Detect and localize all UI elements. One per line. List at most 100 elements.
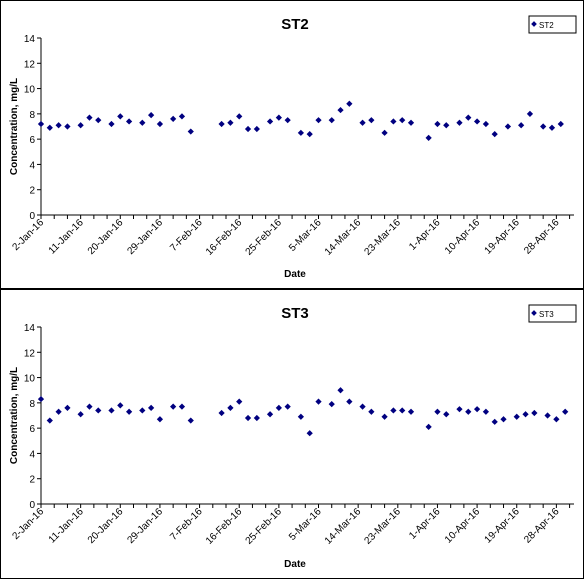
data-point bbox=[156, 120, 164, 128]
x-tick-label: 11-Jan-16 bbox=[47, 217, 86, 256]
x-tick-label: 25-Feb-16 bbox=[244, 506, 285, 547]
x-tick-label: 11-Jan-16 bbox=[47, 506, 86, 545]
legend-label: ST3 bbox=[539, 310, 554, 319]
data-point bbox=[434, 120, 441, 128]
data-point bbox=[346, 100, 353, 107]
data-point bbox=[473, 118, 481, 125]
data-point bbox=[86, 403, 93, 410]
data-point bbox=[77, 411, 84, 418]
x-tick-label: 23-Mar-16 bbox=[363, 506, 404, 547]
chart-st2: ST2 ST2 0 2 4 6 8 10 12 14 Concentration, mg/L 2-Ja… bbox=[9, 15, 577, 280]
y-tick-label: 10 bbox=[24, 374, 36, 385]
data-point bbox=[381, 413, 388, 420]
data-point bbox=[381, 129, 388, 136]
x-tick-label: 19-Apr-16 bbox=[483, 217, 523, 257]
x-tick-label: 19-Apr-16 bbox=[483, 506, 523, 546]
x-tick-label: 20-Jan-16 bbox=[86, 506, 126, 546]
legend-label: ST2 bbox=[539, 21, 554, 30]
x-tick-label: 20-Jan-16 bbox=[86, 217, 126, 257]
data-point bbox=[108, 120, 115, 128]
data-point bbox=[434, 408, 441, 415]
data-point bbox=[443, 411, 450, 418]
x-tick-label: 29-Jan-16 bbox=[125, 506, 165, 546]
data-point bbox=[284, 403, 291, 410]
data-point bbox=[306, 430, 313, 437]
x-tick-label: 23-Mar-16 bbox=[363, 217, 404, 258]
data-point bbox=[390, 407, 397, 414]
x-tick-label: 14-Mar-16 bbox=[323, 506, 364, 547]
x-tick-label: 2-Jan-16 bbox=[10, 217, 46, 253]
data-point bbox=[337, 106, 344, 114]
data-point bbox=[266, 411, 274, 418]
x-tick-label: 1-Apr-16 bbox=[407, 217, 443, 253]
data-point bbox=[328, 401, 335, 408]
data-point bbox=[77, 122, 84, 129]
series-st3 bbox=[37, 387, 569, 437]
data-point bbox=[156, 416, 164, 423]
data-point bbox=[359, 119, 366, 126]
x-tick-label: 28-Apr-16 bbox=[522, 506, 562, 546]
data-point bbox=[297, 129, 305, 136]
data-point bbox=[407, 408, 415, 415]
data-point bbox=[253, 414, 260, 422]
data-point bbox=[108, 407, 115, 414]
chart-title: ST2 bbox=[281, 16, 309, 33]
data-point bbox=[491, 130, 498, 138]
legend: ST2 bbox=[528, 15, 577, 34]
x-tick-label: 14-Mar-16 bbox=[323, 217, 364, 258]
data-point bbox=[337, 387, 344, 394]
data-point bbox=[443, 122, 450, 129]
data-point bbox=[562, 408, 569, 415]
data-point bbox=[328, 117, 335, 124]
data-point bbox=[518, 122, 525, 129]
data-point bbox=[244, 414, 252, 422]
x-tick-label: 25-Feb-16 bbox=[244, 217, 285, 258]
data-point bbox=[557, 120, 564, 128]
data-point bbox=[170, 115, 177, 123]
x-axis-label: Date bbox=[284, 269, 306, 280]
data-point bbox=[117, 113, 124, 120]
data-point bbox=[553, 416, 560, 423]
y-tick-label: 4 bbox=[29, 449, 35, 460]
data-point bbox=[55, 408, 62, 415]
data-point bbox=[227, 119, 234, 126]
legend: ST3 bbox=[528, 304, 577, 323]
data-point bbox=[236, 113, 243, 120]
y-tick-label: 12 bbox=[24, 348, 36, 359]
data-point bbox=[218, 409, 225, 417]
data-point bbox=[266, 118, 274, 125]
data-point bbox=[64, 123, 71, 130]
data-point bbox=[55, 122, 62, 129]
data-point bbox=[253, 125, 260, 133]
legend-box bbox=[528, 15, 577, 34]
chart-panel-st3: ST3 ST3 0 2 4 6 8 10 12 14 Concentration, mg/L 2-Ja… bbox=[0, 289, 584, 579]
data-point bbox=[244, 125, 252, 133]
data-point bbox=[148, 404, 155, 412]
data-point bbox=[139, 119, 146, 126]
data-point bbox=[482, 408, 490, 415]
y-tick-label: 2 bbox=[29, 475, 35, 486]
legend-marker bbox=[531, 310, 537, 316]
data-point bbox=[456, 406, 463, 413]
data-point bbox=[540, 123, 547, 130]
y-tick-label: 4 bbox=[29, 160, 35, 171]
data-point bbox=[227, 404, 234, 412]
x-tick-label: 5-Mar-16 bbox=[287, 506, 324, 543]
data-point bbox=[504, 123, 512, 130]
data-point bbox=[399, 407, 406, 414]
x-tick-label: 7-Feb-16 bbox=[168, 506, 205, 543]
data-point bbox=[346, 398, 353, 405]
data-point bbox=[531, 409, 538, 417]
data-point bbox=[407, 119, 415, 126]
data-point bbox=[117, 402, 124, 409]
x-tick-label: 29-Jan-16 bbox=[125, 217, 165, 257]
x-tick-label: 28-Apr-16 bbox=[522, 217, 562, 257]
data-point bbox=[500, 416, 507, 423]
x-tick-label: 10-Apr-16 bbox=[443, 217, 483, 257]
data-point bbox=[187, 417, 194, 424]
data-point bbox=[456, 119, 463, 126]
data-point bbox=[368, 117, 375, 124]
data-point bbox=[125, 408, 133, 415]
x-axis-label: Date bbox=[284, 559, 306, 570]
legend-marker bbox=[531, 21, 537, 27]
